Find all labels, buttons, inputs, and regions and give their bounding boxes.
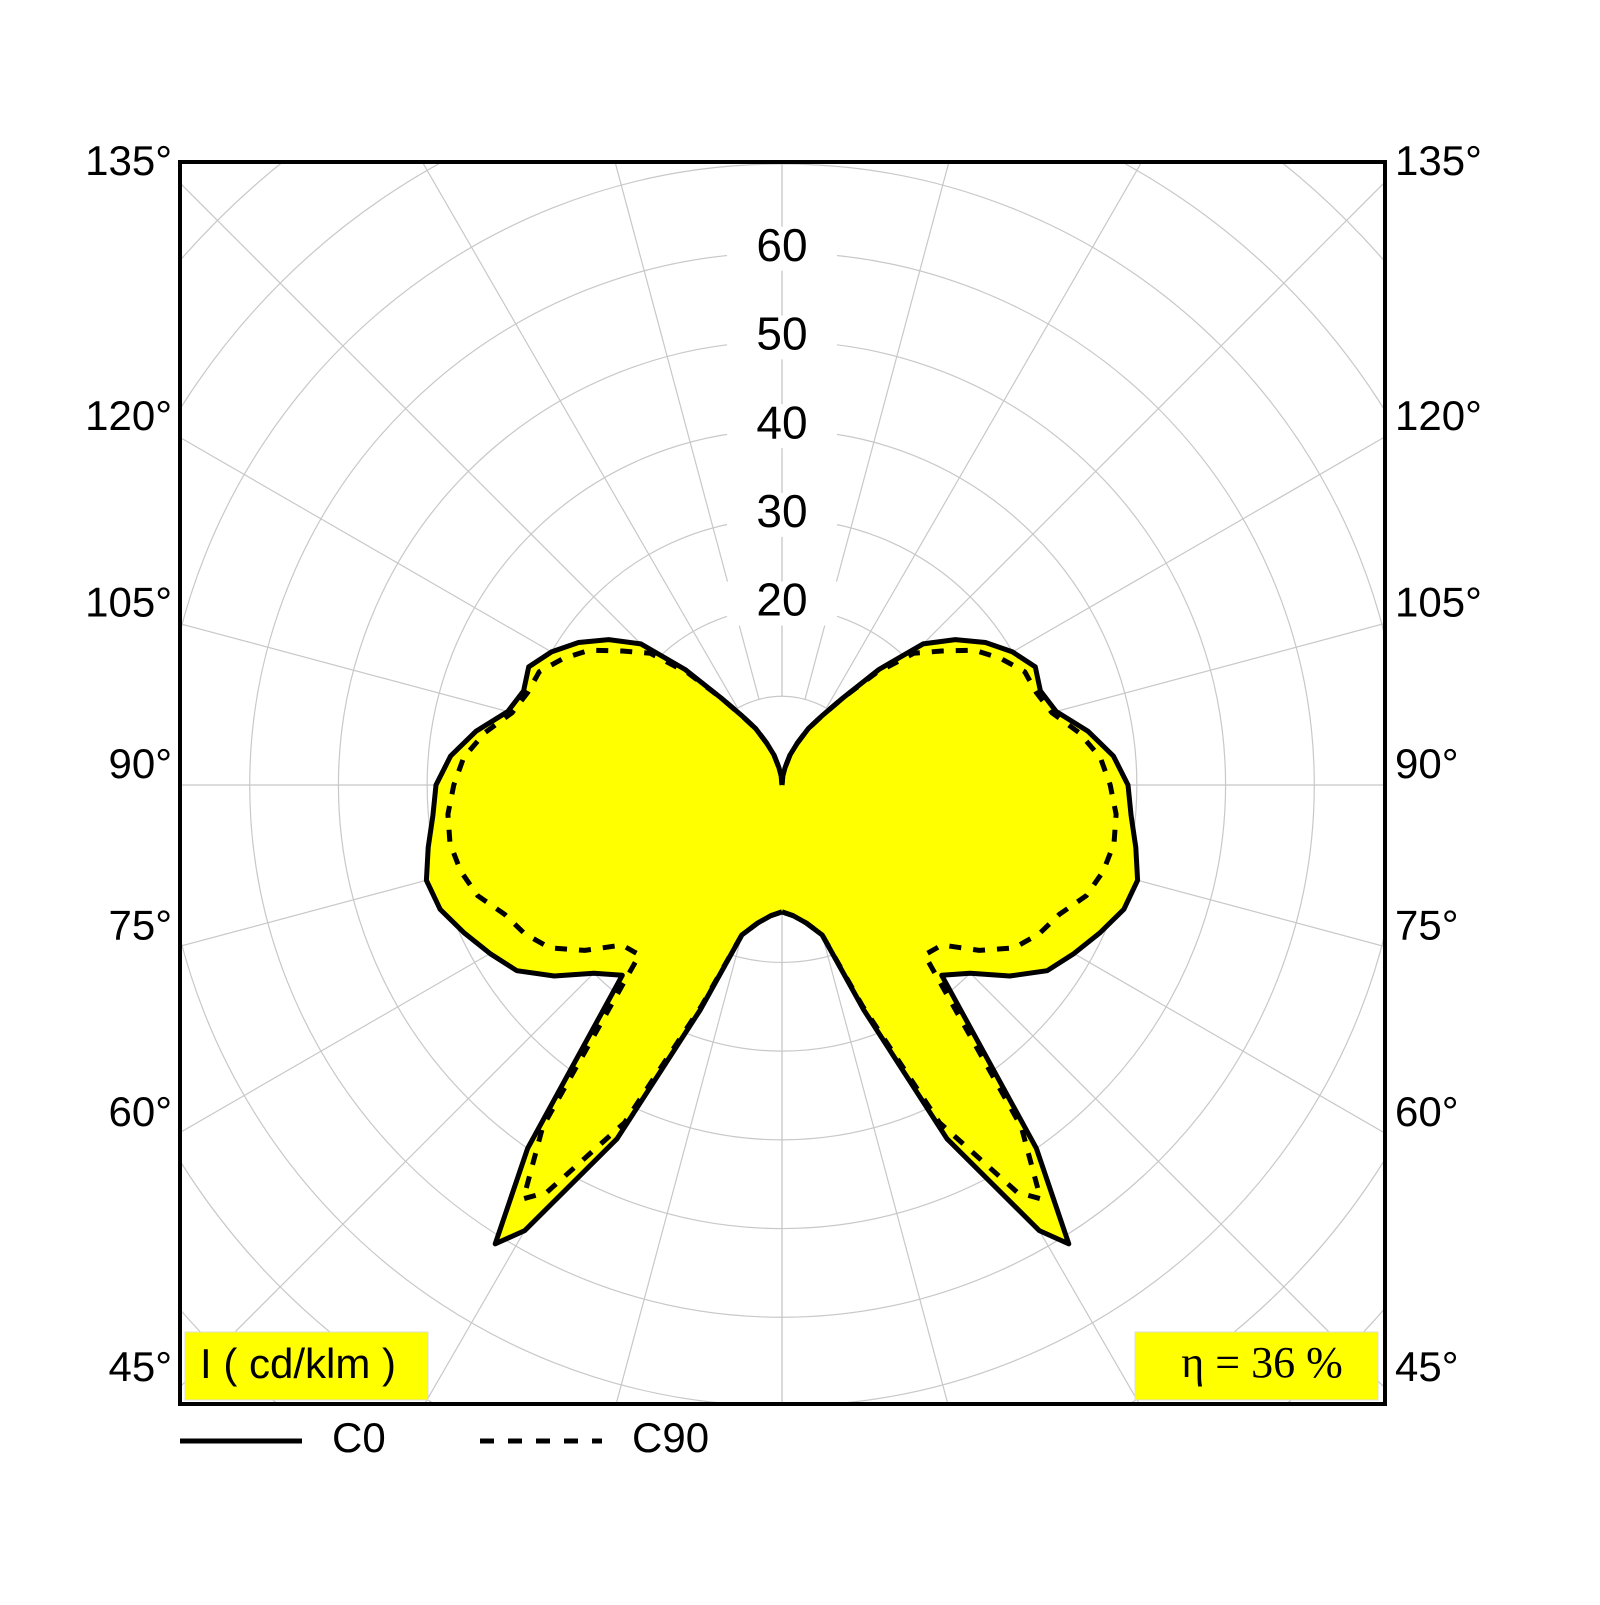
ring-label: 30 — [756, 485, 807, 537]
angle-label: 60° — [1395, 1088, 1459, 1135]
ring-label-bg — [727, 226, 837, 271]
angle-label: 120° — [1395, 392, 1482, 439]
angle-label: 45° — [108, 1343, 172, 1390]
fill-area — [426, 639, 782, 1244]
efficiency-box — [1134, 1331, 1379, 1401]
grid-spoke — [804, 162, 950, 700]
grid-spoke — [825, 162, 1143, 709]
angle-label: 105° — [85, 579, 172, 626]
angle-label: 45° — [1395, 1343, 1459, 1390]
ring-label-bg — [727, 404, 837, 449]
angle-label: 75° — [1395, 902, 1459, 949]
grid-spoke — [421, 162, 739, 709]
angle-label: 120° — [85, 392, 172, 439]
ring-label-bg — [727, 492, 837, 537]
angle-label: 135° — [1395, 137, 1482, 184]
angle-label: 90° — [108, 740, 172, 787]
ring-labels: 20 30 40 50 60 — [727, 219, 837, 626]
legend-label: C0 — [332, 1414, 386, 1461]
grid-spoke — [615, 870, 760, 1404]
angle-label: 135° — [85, 137, 172, 184]
series-line — [779, 637, 1141, 1247]
unit-label: I ( cd/klm ) — [200, 1340, 396, 1387]
ring-label-bg — [727, 581, 837, 626]
angle-label: 90° — [1395, 740, 1459, 787]
unit-box — [184, 1331, 429, 1401]
ring-label: 50 — [756, 308, 807, 360]
frame — [178, 160, 1387, 1406]
ring-label: 40 — [756, 396, 807, 448]
grid-spoke — [804, 870, 949, 1404]
ring-label-bg — [727, 315, 837, 360]
fill-area — [782, 639, 1138, 1244]
angle-label: 60° — [108, 1088, 172, 1135]
ring-label: 60 — [756, 219, 807, 271]
grid-spoke — [614, 162, 760, 700]
angle-labels: 45° 45° 60° 60° 75° 75° 90° 90° 105° 105° 120° 120°… — [85, 137, 1482, 1390]
angle-label: 75° — [108, 902, 172, 949]
legend-label: C90 — [632, 1414, 709, 1461]
angle-label: 105° — [1395, 579, 1482, 626]
ring-label: 20 — [756, 574, 807, 626]
efficiency-label: η = 36 % — [1181, 1338, 1342, 1387]
grid-spoke — [180, 182, 720, 723]
series-line — [423, 637, 785, 1247]
legend: C0 C90 — [180, 1414, 709, 1461]
grid-spoke — [844, 181, 1385, 723]
marks — [423, 637, 1141, 1247]
